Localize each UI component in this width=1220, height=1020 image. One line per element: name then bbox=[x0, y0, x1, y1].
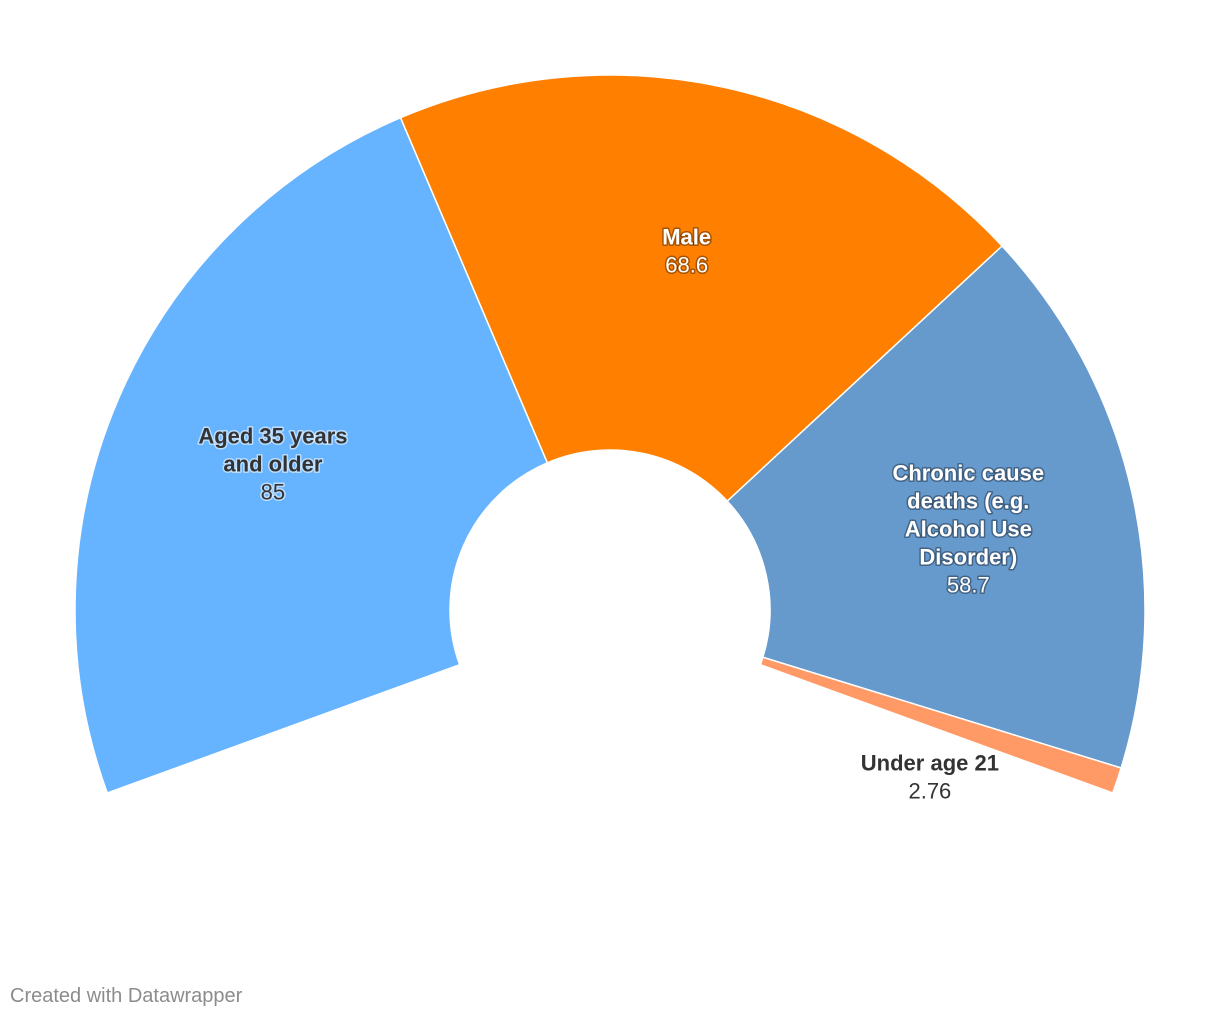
slice-value-label: 2.76 bbox=[908, 779, 951, 804]
chart-labels: Aged 35 years and older 85 Male 68.6 Chronic … bbox=[197, 223, 1046, 805]
slice-label-line: and older bbox=[223, 452, 322, 477]
slice-value-label: 58.7 bbox=[947, 572, 990, 597]
slice-value-label: 85 bbox=[261, 480, 285, 505]
slice-chronic-cause-deaths-e-g-alcohol-use-disorder bbox=[726, 244, 1146, 769]
slice-label-line: deaths (e.g. bbox=[907, 488, 1029, 513]
slice-label-line: Male bbox=[662, 225, 711, 250]
slice-label-chronic-cause-deaths-e-g-alcohol-use-disorder: Chronic cause deaths (e.g. Alcohol Use Diso… bbox=[892, 460, 1044, 597]
slice-label-aged-35-years-and-older: Aged 35 years and older 85 bbox=[198, 424, 347, 505]
slice-under-age-21 bbox=[759, 656, 1123, 794]
chart-slices bbox=[74, 74, 1146, 794]
slice-label-line: Aged 35 years bbox=[198, 424, 347, 449]
datawrapper-credit: Created with Datawrapper bbox=[10, 985, 243, 1007]
slice-label-male: Male 68.6 bbox=[662, 225, 711, 278]
slice-aged-35-years-and-older bbox=[74, 116, 549, 794]
slice-label-line: Disorder) bbox=[919, 544, 1017, 569]
slice-male bbox=[399, 74, 1004, 503]
slice-value-label: 68.6 bbox=[665, 253, 708, 278]
slice-label-line: Chronic cause bbox=[892, 460, 1044, 485]
slice-label-under-age-21: Under age 21 2.76 bbox=[861, 751, 999, 804]
slice-label-line: Alcohol Use bbox=[905, 516, 1032, 541]
slice-label-line: Under age 21 bbox=[861, 751, 999, 776]
